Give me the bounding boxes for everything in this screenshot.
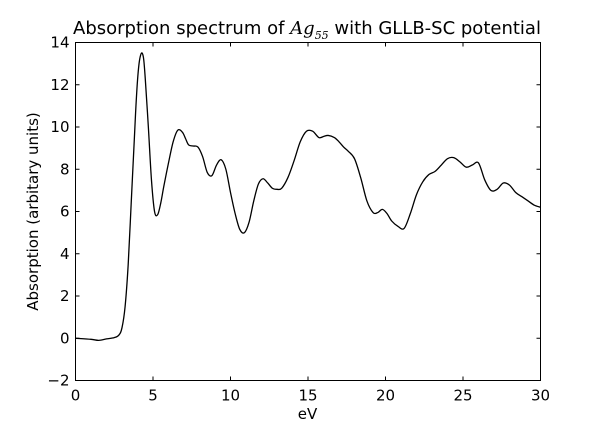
y-tick-label-10: 10: [50, 118, 69, 136]
chart-title: Absorption spectrum of Ag55 with GLLB-SC…: [73, 18, 541, 42]
y-tick-label-12: 12: [50, 76, 69, 94]
y-axis-label: Absorption (arbitary units): [24, 112, 42, 310]
x-tick-label-30: 30: [531, 387, 550, 405]
x-tick-label-20: 20: [376, 387, 395, 405]
y-tick-label-4: 4: [60, 245, 70, 263]
y-tick-label-8: 8: [60, 160, 70, 178]
x-tick-label-25: 25: [453, 387, 472, 405]
x-tick-label-15: 15: [298, 387, 317, 405]
y-tick-label-0: 0: [60, 329, 70, 347]
x-axis-label: eV: [298, 405, 318, 423]
plot-frame: [75, 42, 541, 381]
x-tick-label-5: 5: [148, 387, 158, 405]
y-tick-label--2: −2: [47, 372, 69, 390]
plot-area: [75, 52, 541, 342]
x-tick-label-0: 0: [71, 387, 81, 405]
series-line-0: [75, 52, 541, 342]
y-tick-label-14: 14: [50, 34, 69, 52]
y-tick-label-2: 2: [60, 287, 70, 305]
x-tick-label-10: 10: [221, 387, 240, 405]
y-tick-label-6: 6: [60, 203, 70, 221]
